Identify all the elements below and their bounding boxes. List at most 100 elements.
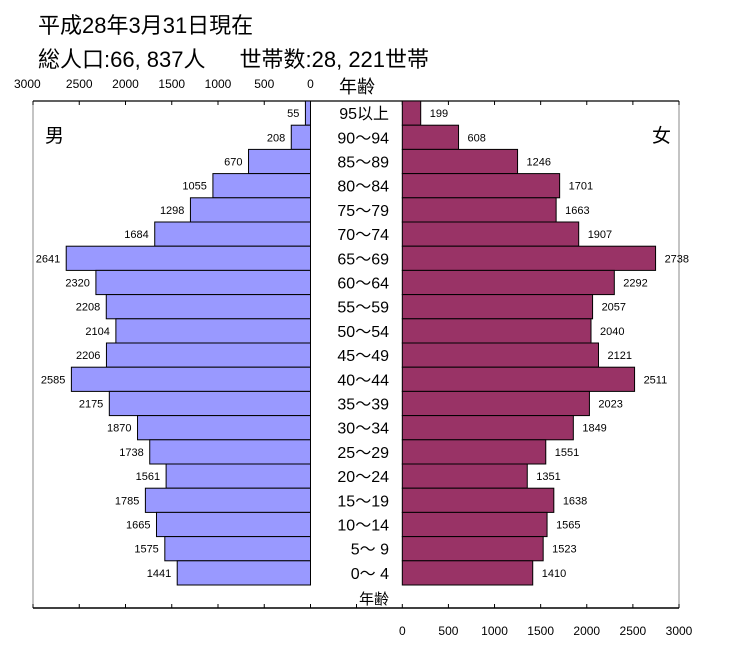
age-category-label: 75～79	[337, 203, 389, 220]
age-category-label: 10～14	[337, 518, 389, 535]
female-bar	[401, 342, 599, 368]
female-bar	[401, 148, 519, 175]
male-axis-tick-label: 0	[307, 77, 314, 91]
female-bar	[401, 439, 547, 465]
female-data-label: 1551	[555, 447, 579, 459]
age-category-label: 40～44	[337, 372, 389, 389]
female-data-label: 2023	[598, 399, 622, 411]
male-bar	[212, 173, 312, 199]
female-data-label: 1907	[588, 229, 612, 241]
female-bar	[401, 511, 548, 538]
female-bar	[401, 173, 561, 199]
female-data-label: 2738	[665, 253, 689, 265]
chart-title: 平成28年3月31日現在	[38, 13, 254, 38]
female-axis-tick-label: 2000	[573, 624, 600, 638]
female-data-label: 1701	[569, 181, 593, 193]
male-bar	[248, 148, 311, 175]
female-data-label: 1410	[542, 568, 566, 580]
female-axis-tick-label: 0	[399, 624, 406, 638]
female-axis-tick-label: 2500	[620, 624, 647, 638]
age-category-label: 95以上	[339, 105, 389, 123]
female-axis-tick-label: 1500	[527, 624, 554, 638]
male-data-label: 2320	[65, 278, 89, 290]
male-data-label: 1684	[124, 229, 148, 241]
male-axis-tick-label: 2000	[112, 77, 139, 91]
male-data-label: 2208	[76, 302, 100, 314]
female-axis-tick-label: 1000	[481, 624, 508, 638]
female-bar	[401, 487, 555, 513]
female-axis-tick-label: 500	[438, 624, 458, 638]
age-category-label: 55～59	[337, 300, 389, 317]
male-data-label: 1738	[119, 447, 143, 459]
male-data-label: 1665	[126, 520, 150, 532]
male-bar	[105, 294, 312, 320]
female-data-label: 2292	[623, 278, 647, 290]
female-data-label: 1849	[582, 423, 606, 435]
male-bar	[290, 124, 312, 150]
female-bar	[401, 390, 590, 417]
male-data-label: 2585	[41, 374, 65, 386]
male-bar	[108, 390, 311, 417]
age-category-label: 30～34	[337, 421, 389, 438]
age-category-label: 5～ 9	[351, 542, 389, 559]
male-bar	[155, 511, 311, 538]
female-data-label: 2511	[644, 374, 668, 386]
label-column	[310, 101, 403, 608]
male-bar	[144, 487, 311, 513]
male-bar	[154, 221, 311, 247]
age-category-label: 50～54	[337, 324, 389, 341]
age-category-label: 45～49	[337, 348, 389, 365]
male-axis-tick-label: 1500	[158, 77, 185, 91]
female-axis-tick-label: 3000	[666, 624, 693, 638]
female-bar	[401, 415, 574, 441]
age-category-label: 60～64	[337, 276, 389, 293]
female-bar	[401, 100, 422, 126]
male-data-label: 1298	[160, 205, 184, 217]
male-axis-tick-label: 1000	[205, 77, 232, 91]
male-data-label: 1575	[134, 544, 158, 556]
male-data-label: 670	[224, 157, 242, 169]
female-data-label: 1663	[565, 205, 589, 217]
age-category-label: 20～24	[337, 469, 389, 486]
female-bar	[401, 269, 615, 296]
population-summary: 総人口:66, 837人 世帯数:28, 221世帯	[38, 42, 429, 74]
male-bar	[176, 560, 311, 586]
male-bar	[164, 536, 311, 562]
age-category-label: 70～74	[337, 227, 389, 244]
female-bar	[401, 245, 657, 271]
male-data-label: 2641	[36, 253, 60, 265]
female-data-label: 1246	[527, 157, 551, 169]
female-data-label: 2121	[607, 350, 631, 362]
male-bar	[105, 342, 311, 368]
female-bar	[401, 197, 557, 223]
male-data-label: 55	[287, 108, 299, 120]
age-category-label: 85～89	[337, 155, 389, 172]
male-bar	[65, 245, 311, 271]
male-axis-tick-label: 2500	[66, 77, 93, 91]
female-data-label: 1565	[556, 520, 580, 532]
male-data-label: 1055	[182, 181, 206, 193]
male-bar	[165, 463, 311, 489]
male-bar	[149, 439, 311, 465]
male-data-label: 2175	[79, 399, 103, 411]
female-data-label: 2040	[600, 326, 624, 338]
age-category-label: 90～94	[337, 130, 389, 147]
male-data-label: 2104	[85, 326, 109, 338]
male-bar	[115, 318, 311, 344]
male-bar	[137, 415, 311, 441]
household-count: 世帯数:28, 221世帯	[239, 47, 430, 72]
male-data-label: 1870	[107, 423, 131, 435]
male-data-label: 1785	[115, 495, 139, 507]
age-category-label: 0～ 4	[351, 566, 389, 583]
female-label: 女	[652, 125, 671, 147]
male-bar	[70, 366, 311, 392]
male-data-label: 208	[267, 132, 285, 144]
age-axis-label-bottom: 年齢	[359, 591, 389, 608]
female-data-label: 1638	[563, 495, 587, 507]
male-data-label: 1561	[136, 471, 160, 483]
female-data-label: 608	[468, 132, 486, 144]
age-category-label: 65～69	[337, 251, 389, 268]
age-category-label: 80～84	[337, 179, 389, 196]
